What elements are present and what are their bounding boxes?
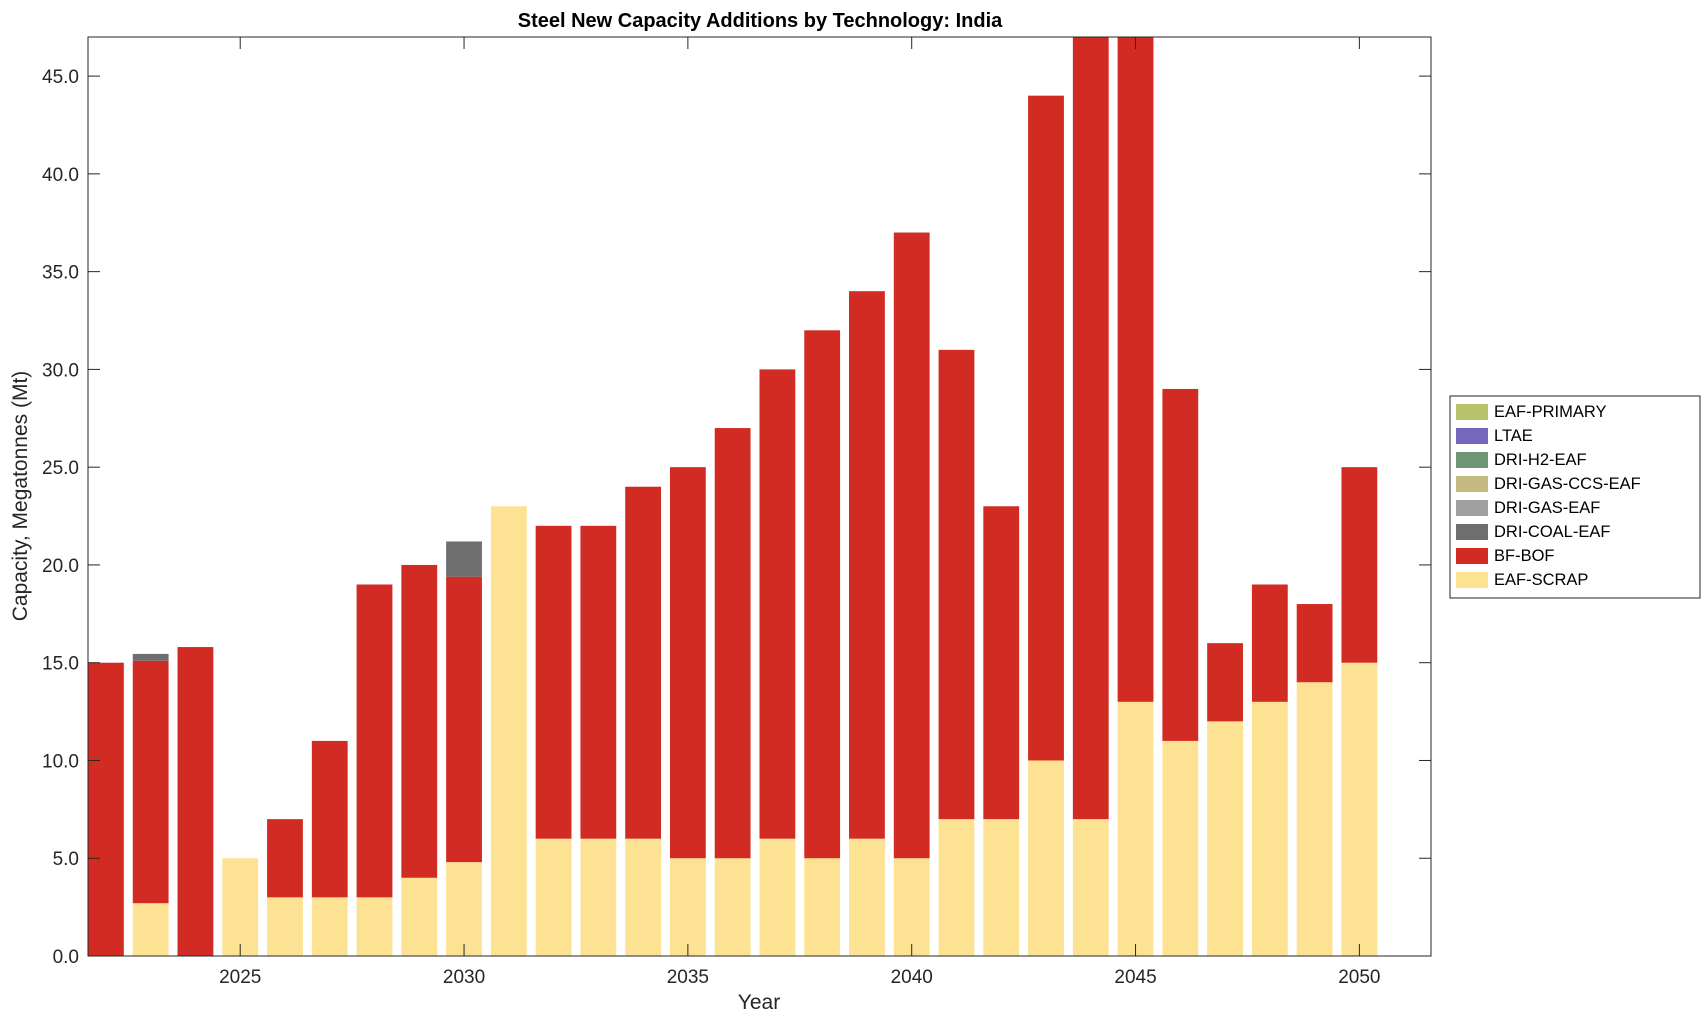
bar-bf-bof-2022 <box>88 662 124 956</box>
legend-swatch-dri-h2-eaf <box>1456 452 1488 468</box>
bar-eaf-scrap-2040 <box>893 858 930 956</box>
bar-bf-bof-2028 <box>356 584 393 898</box>
bar-eaf-scrap-2027 <box>311 897 348 956</box>
bar-bf-bof-2024 <box>177 647 214 956</box>
bar-bf-bof-2038 <box>804 330 841 859</box>
x-tick-label: 2025 <box>219 967 261 988</box>
bar-bf-bof-2030 <box>446 576 482 863</box>
bar-bf-bof-2026 <box>267 819 303 898</box>
plot-frame <box>87 36 1432 957</box>
y-tick-label: 40.0 <box>42 165 79 186</box>
x-tick-label: 2035 <box>667 967 709 988</box>
x-tick-label: 2045 <box>1114 967 1156 988</box>
bar-eaf-scrap-2028 <box>356 897 393 956</box>
y-tick-label: 30.0 <box>42 360 79 381</box>
bar-eaf-scrap-2042 <box>983 819 1020 956</box>
bar-bf-bof-2037 <box>759 369 796 839</box>
y-axis-title: Capacity, Megatonnes (Mt) <box>9 371 32 622</box>
legend-swatch-dri-coal-eaf <box>1456 524 1488 540</box>
bar-bf-bof-2041 <box>938 349 975 820</box>
y-tick-label: 35.0 <box>42 263 79 284</box>
bar-bf-bof-2042 <box>983 506 1020 820</box>
bar-eaf-scrap-2033 <box>580 838 617 956</box>
bar-bf-bof-2036 <box>714 428 751 859</box>
legend-box <box>1449 395 1701 599</box>
legend-swatch-eaf-primary <box>1456 404 1488 420</box>
bar-eaf-scrap-2044 <box>1072 819 1109 956</box>
bar-bf-bof-2048 <box>1251 584 1288 702</box>
bar-eaf-scrap-2030 <box>446 862 482 956</box>
bar-bf-bof-2039 <box>849 291 885 839</box>
bar-eaf-scrap-2045 <box>1117 701 1154 956</box>
bar-eaf-scrap-2049 <box>1296 682 1333 956</box>
bar-eaf-scrap-2031 <box>490 506 527 956</box>
legend-swatch-eaf-scrap <box>1456 572 1488 588</box>
legend-swatch-bf-bof <box>1456 548 1488 564</box>
chart-title: Steel New Capacity Additions by Technolo… <box>518 10 1003 32</box>
bar-eaf-scrap-2046 <box>1162 740 1199 956</box>
legend-swatch-dri-gas-eaf <box>1456 500 1488 516</box>
legend: EAF-PRIMARY LTAE DRI-H2-EAF DRI-GAS-CCS-EAF… <box>1449 395 1701 599</box>
x-tick-label: 2050 <box>1338 967 1380 988</box>
legend-swatch-dri-gas-ccs-eaf <box>1456 476 1488 492</box>
bar-bf-bof-2050 <box>1341 467 1378 663</box>
y-tick-label: 0.0 <box>53 947 79 968</box>
bar-bf-bof-2034 <box>625 486 662 839</box>
bar-bf-bof-2027 <box>311 740 348 898</box>
bar-eaf-scrap-2026 <box>267 897 303 956</box>
bar-bf-bof-2032 <box>535 525 572 839</box>
bars-group <box>88 37 1378 956</box>
y-tick-label: 20.0 <box>42 556 79 577</box>
legend-label-dri-gas-ccs-eaf: DRI-GAS-CCS-EAF <box>1494 475 1641 493</box>
bar-eaf-scrap-2038 <box>804 858 841 956</box>
bar-bf-bof-2047 <box>1207 643 1243 722</box>
bar-bf-bof-2043 <box>1028 95 1064 761</box>
bar-eaf-scrap-2050 <box>1341 662 1378 956</box>
bar-bf-bof-2033 <box>580 525 617 839</box>
y-tick-label: 45.0 <box>42 67 79 88</box>
bar-eaf-scrap-2032 <box>535 838 572 956</box>
legend-label-dri-h2-eaf: DRI-H2-EAF <box>1494 451 1587 469</box>
bar-bf-bof-2040 <box>893 232 930 859</box>
legend-label-ltae: LTAE <box>1494 427 1533 445</box>
bar-eaf-scrap-2034 <box>625 838 662 956</box>
bar-eaf-scrap-2048 <box>1251 701 1288 956</box>
bar-bf-bof-2045 <box>1117 37 1154 702</box>
legend-label-bf-bof: BF-BOF <box>1494 547 1555 565</box>
bar-eaf-scrap-2047 <box>1207 721 1243 956</box>
bar-eaf-scrap-2036 <box>714 858 751 956</box>
bar-dri-coal-eaf-2030 <box>446 541 482 577</box>
x-axis: 2025 2030 2035 2040 2045 2050 <box>219 37 1381 988</box>
y-tick-label: 25.0 <box>42 458 79 479</box>
bar-bf-bof-2044 <box>1072 37 1109 820</box>
x-axis-title: Year <box>738 991 780 1014</box>
bar-eaf-scrap-2039 <box>849 838 885 956</box>
y-tick-label: 15.0 <box>42 654 79 675</box>
bar-dri-coal-eaf-2023 <box>132 653 169 661</box>
bar-eaf-scrap-2035 <box>669 858 706 956</box>
bar-eaf-scrap-2023 <box>132 903 169 956</box>
legend-label-eaf-scrap: EAF-SCRAP <box>1494 571 1588 589</box>
x-tick-label: 2030 <box>443 967 485 988</box>
bar-eaf-scrap-2043 <box>1028 760 1064 956</box>
y-tick-label: 10.0 <box>42 751 79 772</box>
bar-eaf-scrap-2025 <box>222 858 259 956</box>
bar-bf-bof-2046 <box>1162 388 1199 741</box>
x-tick-label: 2040 <box>891 967 933 988</box>
y-tick-label: 5.0 <box>53 849 79 870</box>
bar-eaf-scrap-2041 <box>938 819 975 956</box>
legend-label-eaf-primary: EAF-PRIMARY <box>1494 403 1606 421</box>
legend-label-dri-coal-eaf: DRI-COAL-EAF <box>1494 523 1610 541</box>
y-axis: 0.0 5.0 10.0 15.0 20.0 25.0 30.0 35.0 40.0 45.0 <box>42 67 1431 968</box>
bar-bf-bof-2035 <box>669 467 706 859</box>
bar-eaf-scrap-2037 <box>759 838 796 956</box>
legend-swatch-ltae <box>1456 428 1488 444</box>
bar-eaf-scrap-2029 <box>401 877 438 956</box>
legend-label-dri-gas-eaf: DRI-GAS-EAF <box>1494 499 1600 517</box>
bar-bf-bof-2049 <box>1296 604 1333 683</box>
bar-bf-bof-2029 <box>401 564 438 878</box>
bar-bf-bof-2023 <box>132 660 169 904</box>
